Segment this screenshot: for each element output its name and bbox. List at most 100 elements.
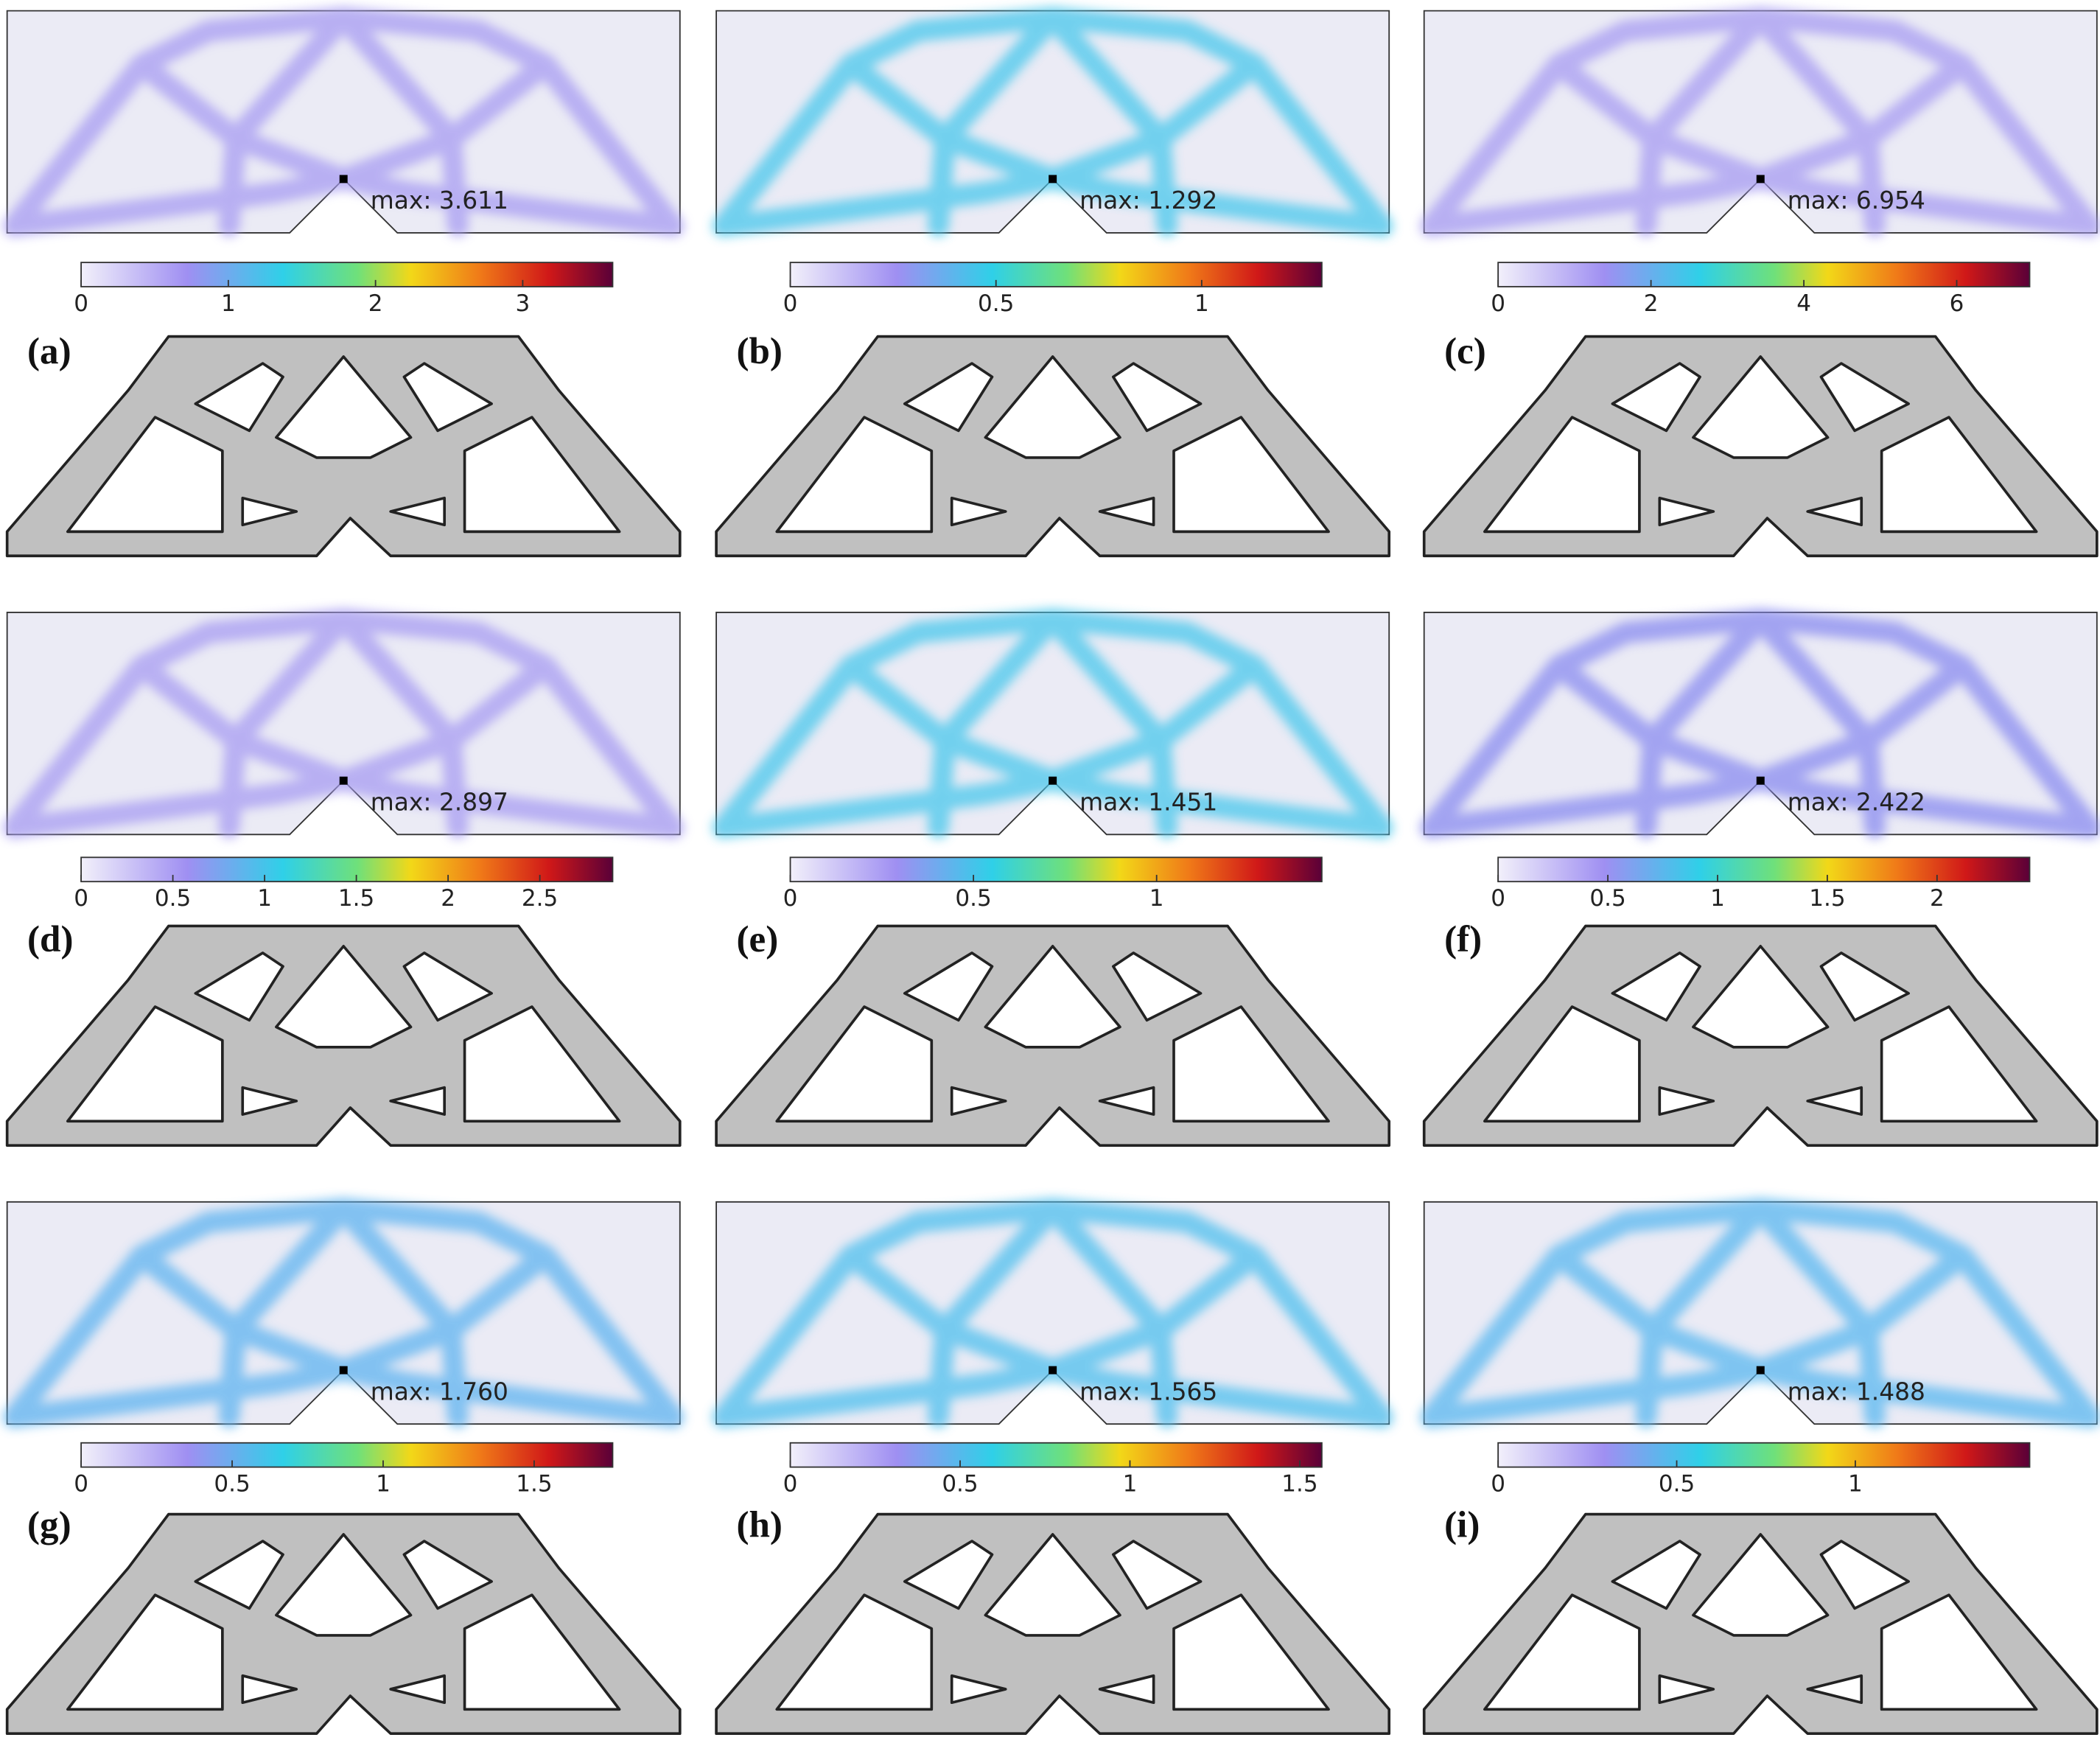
structure-hole — [389, 1086, 447, 1116]
max-marker — [1049, 175, 1057, 184]
structure-hole — [984, 1533, 1121, 1637]
structure — [5, 924, 682, 1147]
stress-beam — [1642, 7, 1771, 150]
structure-hole — [402, 951, 493, 1022]
stress-beam — [1635, 128, 1664, 237]
structure — [1422, 1512, 2099, 1736]
structure — [5, 335, 682, 558]
colorbar-tick-label: 0 — [1491, 885, 1505, 912]
max-label: max: 1.292 — [1079, 186, 1217, 214]
heatmap: max: 1.292 — [712, 7, 1393, 237]
structure-hole — [775, 1005, 934, 1123]
stress-beam — [1749, 608, 1879, 752]
stress-beam — [218, 128, 247, 237]
stress-field — [712, 7, 1393, 237]
colorbar-tick-label: 1 — [1123, 1470, 1138, 1497]
colorbar-tick-label: 0.5 — [942, 1470, 978, 1497]
structure-hole — [1806, 1086, 1863, 1116]
structure-hole — [1692, 355, 1830, 459]
heatmap-domain — [6, 10, 681, 234]
heatmap: max: 3.611 — [3, 7, 685, 237]
stress-beam — [218, 1318, 247, 1428]
max-label: max: 1.565 — [1079, 1377, 1217, 1405]
colorbar — [789, 1442, 1323, 1468]
panel-label: (h) — [736, 1504, 782, 1546]
heatmap: max: 1.451 — [712, 608, 1393, 839]
colorbar-tick-label: 2 — [368, 290, 383, 317]
structure-hole — [950, 1674, 1007, 1705]
colorbar-tick-label: 1 — [1149, 885, 1164, 912]
stress-beam — [1042, 7, 1172, 150]
max-label: max: 3.611 — [371, 186, 508, 214]
structure-hole — [463, 1593, 621, 1711]
structure-hole — [1483, 1005, 1641, 1123]
structure-hole — [275, 1533, 413, 1637]
stress-beam — [1749, 7, 1879, 150]
structure-hole — [1658, 496, 1715, 527]
heatmap: max: 2.422 — [1420, 608, 2100, 839]
structure-hole — [1806, 1674, 1863, 1705]
colorbar — [789, 262, 1323, 287]
structure-hole — [1819, 1540, 1910, 1610]
max-marker — [1756, 776, 1765, 785]
max-label: max: 1.488 — [1788, 1377, 1925, 1405]
structure-hole — [1806, 496, 1863, 527]
structure-hole — [1112, 362, 1203, 433]
stress-beam — [225, 7, 354, 150]
max-label: max: 1.451 — [1079, 787, 1217, 816]
colorbar-tick-label: 0 — [1491, 1470, 1505, 1497]
structure-hole — [1880, 416, 2038, 534]
structure-hole — [1172, 416, 1330, 534]
max-label: max: 6.954 — [1788, 186, 1925, 214]
colorbar-tick-label: 1 — [221, 290, 236, 317]
stress-beam — [1749, 1198, 1879, 1341]
stress-beam — [1857, 128, 1886, 237]
structure-hole — [389, 496, 447, 527]
structure-hole — [463, 416, 621, 534]
max-marker — [1049, 1366, 1057, 1375]
structure-hole — [1172, 1593, 1330, 1711]
colorbar — [80, 856, 614, 883]
max-marker — [1049, 776, 1057, 785]
structure-hole — [241, 1674, 298, 1705]
structure-hole — [194, 951, 284, 1022]
structure-hole — [1098, 1086, 1155, 1116]
panel-label: (a) — [27, 330, 71, 372]
structure — [1422, 335, 2099, 558]
colorbar-tick-label: 2.5 — [522, 885, 558, 912]
colorbar-tick-label: 1 — [1194, 290, 1209, 317]
stress-beam — [218, 729, 247, 839]
structure-hole — [402, 362, 493, 433]
structure — [5, 1512, 682, 1736]
colorbar — [80, 1442, 614, 1468]
heatmap-domain — [6, 1201, 681, 1425]
colorbar-tick-label: 0 — [1491, 290, 1505, 317]
stress-beam — [1149, 1318, 1178, 1428]
structure-hole — [194, 362, 284, 433]
colorbar-tick-label: 0.5 — [1589, 885, 1625, 912]
heatmap-domain — [715, 1201, 1390, 1425]
panel-label: (c) — [1444, 330, 1486, 372]
stress-beam — [1857, 1318, 1886, 1428]
structure-hole — [984, 945, 1121, 1049]
colorbar — [1497, 1442, 2031, 1468]
colorbar-tick-label: 6 — [1950, 290, 1964, 317]
structure — [715, 335, 1391, 558]
heatmap-domain — [1423, 10, 2098, 234]
colorbar — [80, 262, 614, 287]
stress-beam — [934, 1198, 1064, 1341]
panel-label: (b) — [736, 330, 782, 372]
structure-hole — [1692, 1533, 1830, 1637]
stress-beam — [440, 729, 469, 839]
structure-hole — [194, 1540, 284, 1610]
colorbar — [1497, 856, 2031, 883]
structure-hole — [275, 355, 413, 459]
stress-beam — [332, 7, 462, 150]
max-marker — [1756, 1366, 1765, 1375]
heatmap-domain — [6, 612, 681, 836]
panel-label: (d) — [27, 918, 73, 960]
structure-hole — [775, 416, 934, 534]
heatmap-domain — [1423, 1201, 2098, 1425]
structure-hole — [903, 1540, 994, 1610]
structure-hole — [1112, 1540, 1203, 1610]
